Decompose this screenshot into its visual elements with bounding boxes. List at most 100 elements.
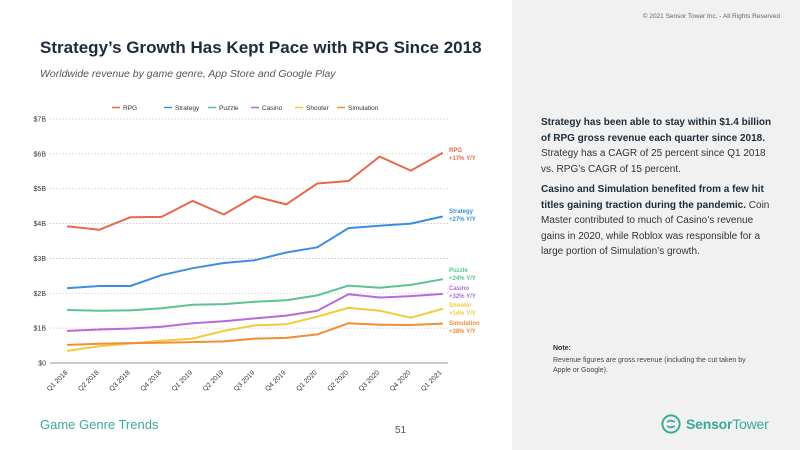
data-point bbox=[98, 285, 101, 287]
series-line-simulation bbox=[67, 322, 443, 346]
data-point bbox=[160, 341, 163, 344]
x-tick-label: Q4 2020 bbox=[389, 369, 413, 393]
y-tick-label: $5B bbox=[34, 186, 47, 193]
revenue-line-chart: $0 $1B $2B $3B $4B $5B $6B $7B Q1 2018 Q2 2018 Q3 … bbox=[34, 105, 480, 393]
insights-panel bbox=[512, 0, 800, 450]
data-point bbox=[67, 225, 69, 228]
data-point bbox=[316, 315, 319, 318]
copyright-text: © 2021 Sensor Tower Inc. - All Rights Re… bbox=[642, 13, 780, 20]
data-point bbox=[254, 324, 256, 327]
legend-item-strategy: Strategy bbox=[175, 105, 200, 112]
note-label: Note: bbox=[553, 345, 571, 352]
end-label-casino: Casino bbox=[449, 286, 469, 292]
logo-word-tower: Tower bbox=[732, 416, 769, 432]
note-text: Revenue figures are gross revenue (inclu… bbox=[553, 357, 746, 374]
data-point bbox=[347, 322, 350, 325]
data-point bbox=[191, 341, 194, 343]
legend-item-simulation: Simulation bbox=[348, 105, 379, 112]
x-tick-label: Q1 2018 bbox=[46, 369, 70, 393]
data-point bbox=[191, 267, 194, 270]
data-point bbox=[191, 200, 194, 202]
data-point bbox=[67, 309, 69, 311]
data-point bbox=[222, 213, 225, 216]
x-tick-label: Q4 2018 bbox=[140, 369, 164, 393]
data-point bbox=[285, 299, 288, 302]
insight-body: Strategy has a CAGR of 25 percent since … bbox=[541, 148, 766, 175]
growth-label-strategy: +27% Y/Y bbox=[449, 217, 476, 223]
y-tick-label: $7B bbox=[34, 117, 47, 124]
data-point bbox=[254, 259, 256, 262]
x-tick-label: Q2 2020 bbox=[327, 369, 351, 393]
data-point bbox=[67, 287, 69, 289]
y-tick-label: $2B bbox=[34, 291, 47, 298]
data-point bbox=[129, 309, 132, 312]
insight-body: Coin Master contributed to much of Casin… bbox=[541, 199, 770, 258]
end-label-puzzle: Puzzle bbox=[449, 268, 468, 274]
legend-item-casino: Casino bbox=[262, 105, 283, 112]
data-point bbox=[316, 246, 319, 249]
data-point bbox=[285, 337, 288, 339]
data-point bbox=[129, 342, 132, 345]
data-point bbox=[98, 228, 101, 231]
series-line-puzzle bbox=[67, 278, 443, 312]
data-point bbox=[191, 303, 194, 306]
series-line-strategy bbox=[67, 215, 443, 290]
data-point bbox=[67, 330, 69, 332]
data-point bbox=[316, 182, 319, 185]
data-point bbox=[441, 152, 443, 155]
growth-label-simulation: +38% Y/Y bbox=[449, 329, 476, 335]
end-label-shooter: Shooter bbox=[449, 303, 472, 309]
page-title: Strategy’s Growth Has Kept Pace with RPG… bbox=[40, 38, 482, 57]
x-tick-label: Q2 2018 bbox=[77, 369, 101, 393]
data-point bbox=[378, 155, 381, 158]
data-point bbox=[129, 285, 132, 287]
data-point bbox=[160, 339, 163, 342]
data-point bbox=[254, 317, 256, 320]
data-point bbox=[98, 345, 101, 348]
data-point bbox=[160, 325, 163, 328]
data-point bbox=[129, 327, 132, 330]
end-label-simulation: Simulation bbox=[449, 321, 480, 327]
data-point bbox=[378, 286, 381, 289]
legend-item-shooter: Shooter bbox=[306, 105, 330, 112]
data-point bbox=[441, 215, 443, 218]
data-point bbox=[441, 322, 443, 325]
page-number: 51 bbox=[395, 425, 407, 436]
data-point bbox=[347, 307, 350, 309]
insight-headline: Casino and Simulation benefited from a f… bbox=[541, 184, 764, 211]
x-tick-label: Q1 2021 bbox=[420, 369, 444, 393]
sensor-tower-logo: SensorTower bbox=[661, 414, 769, 434]
data-point bbox=[285, 203, 288, 206]
data-point bbox=[347, 180, 350, 182]
data-point bbox=[254, 195, 256, 198]
y-tick-label: $3B bbox=[34, 256, 47, 263]
x-tick-label: Q4 2019 bbox=[264, 369, 288, 393]
x-tick-label: Q3 2018 bbox=[108, 369, 132, 393]
y-tick-label: $0 bbox=[38, 361, 46, 368]
data-point bbox=[285, 314, 288, 317]
logo-wordmark: SensorTower bbox=[686, 416, 769, 432]
data-point bbox=[316, 333, 319, 336]
data-point bbox=[347, 227, 350, 230]
data-point bbox=[347, 284, 350, 287]
data-point bbox=[441, 293, 443, 295]
series-line-rpg bbox=[67, 152, 443, 231]
data-point bbox=[409, 295, 412, 297]
data-point bbox=[347, 293, 350, 296]
data-point bbox=[67, 349, 69, 352]
data-point bbox=[67, 343, 69, 346]
growth-label-shooter: +14% Y/Y bbox=[449, 311, 476, 317]
insight-paragraph-casino-simulation: Casino and Simulation benefited from a f… bbox=[541, 182, 773, 260]
data-point bbox=[222, 320, 225, 323]
data-point bbox=[98, 328, 101, 331]
data-point bbox=[191, 337, 194, 340]
data-point bbox=[409, 169, 412, 172]
data-point bbox=[409, 222, 412, 225]
data-point bbox=[222, 340, 225, 343]
growth-label-casino: +32% Y/Y bbox=[449, 294, 476, 300]
data-point bbox=[378, 323, 381, 326]
data-point bbox=[285, 323, 288, 326]
data-point bbox=[222, 262, 225, 264]
data-point bbox=[285, 251, 288, 254]
x-tick-label: Q3 2019 bbox=[233, 369, 257, 393]
